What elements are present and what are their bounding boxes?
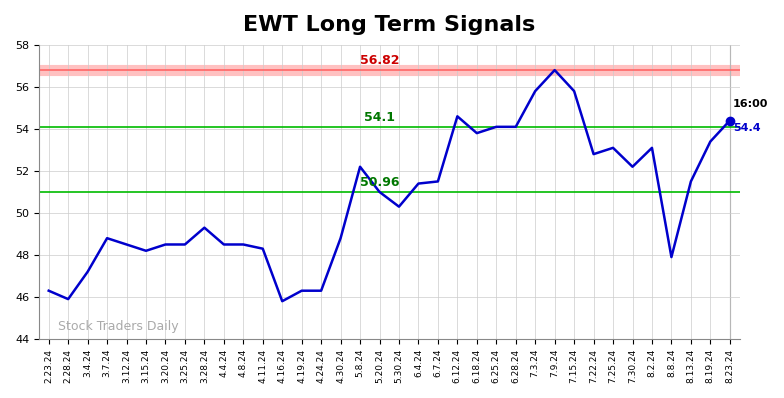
Title: EWT Long Term Signals: EWT Long Term Signals xyxy=(243,15,535,35)
Text: 56.82: 56.82 xyxy=(360,54,399,67)
Text: 54.4: 54.4 xyxy=(733,123,760,133)
Text: 16:00: 16:00 xyxy=(733,99,768,109)
Text: Stock Traders Daily: Stock Traders Daily xyxy=(59,320,179,333)
Text: 50.96: 50.96 xyxy=(360,176,399,189)
Text: 54.1: 54.1 xyxy=(364,111,395,124)
